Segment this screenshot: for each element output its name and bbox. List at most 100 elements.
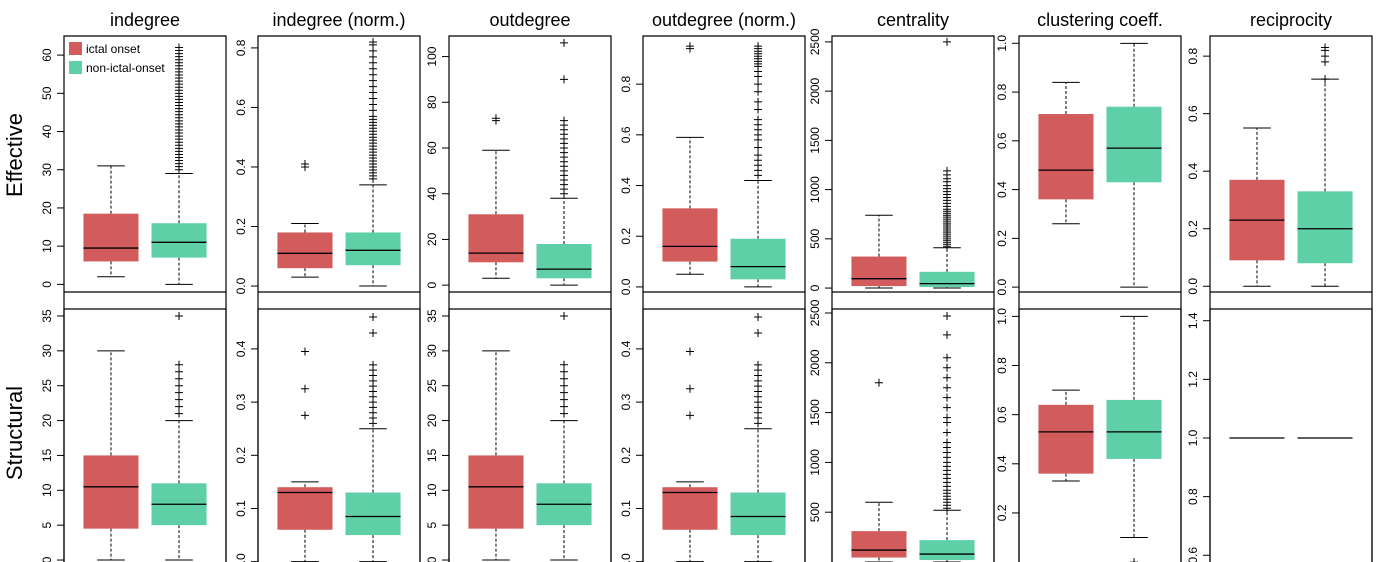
row-label-effective: Effective	[2, 113, 27, 197]
y-tick-label: 40	[40, 125, 54, 139]
outlier	[1321, 43, 1330, 52]
outlier	[754, 360, 763, 369]
outlier	[175, 409, 184, 418]
panel-6: reciprocity 0.0 0.2 0.4 0.6 0.8	[1186, 10, 1373, 562]
outlier	[560, 402, 569, 411]
box	[919, 540, 975, 561]
box	[277, 487, 333, 530]
panel-plot	[851, 37, 975, 289]
panel-title: centrality	[877, 10, 949, 30]
y-tick-label: 1.0	[995, 35, 1009, 52]
panel-4: centrality 0 500 1000 1500 2000 2500	[808, 10, 995, 562]
panel-frame	[1018, 35, 1182, 562]
outlier	[175, 395, 184, 404]
outlier	[754, 143, 763, 152]
y-tick-label: 25	[40, 379, 54, 393]
y-tick-label: 0.4	[234, 340, 248, 357]
y-tick-label: 0.6	[619, 126, 633, 143]
panel-frame	[642, 35, 806, 562]
outlier	[560, 38, 569, 47]
panel-13: 0.6 0.8 1.0 1.2 1.4	[1186, 308, 1373, 562]
outlier	[560, 311, 569, 320]
outlier	[943, 383, 952, 392]
panel-frame	[448, 308, 612, 562]
y-tick-label: 20	[425, 232, 439, 246]
y-tick-label: 0.6	[234, 99, 248, 116]
legend-swatch	[69, 61, 82, 74]
panel-plot	[83, 43, 207, 285]
y-tick-label: 15	[40, 448, 54, 462]
panel-frame	[831, 308, 995, 562]
y-tick-label: 0.4	[995, 181, 1009, 198]
box	[468, 214, 524, 263]
panel-12: 0.2 0.4 0.6 0.8 1.0	[995, 308, 1182, 562]
box	[662, 487, 718, 530]
legend-label: ictal onset	[86, 42, 141, 56]
y-tick-label: 0.1	[234, 500, 248, 517]
outlier	[175, 381, 184, 390]
y-tick-label: 0.6	[995, 406, 1009, 423]
outlier	[943, 373, 952, 382]
outlier	[175, 388, 184, 397]
outlier	[754, 328, 763, 337]
panel-title: clustering coeff.	[1037, 10, 1163, 30]
y-tick-label: 0.4	[234, 158, 248, 175]
y-tick-label: 35	[425, 309, 439, 323]
y-tick-label: 0.3	[234, 393, 248, 410]
panel-frame	[642, 308, 806, 562]
y-tick-label: 2000	[808, 77, 822, 104]
y-tick-label: 0	[40, 556, 54, 562]
y-tick-label: 0.0	[234, 277, 248, 294]
y-tick-label: 0.2	[619, 447, 633, 464]
outlier	[943, 353, 952, 362]
outlier	[754, 87, 763, 96]
y-tick-label: 0.3	[619, 393, 633, 410]
y-tick-label: 0.0	[619, 553, 633, 562]
panel-frame	[831, 35, 995, 562]
y-tick-label: 0	[808, 284, 822, 291]
box	[919, 271, 975, 288]
box	[277, 232, 333, 269]
panel-plot	[1229, 43, 1353, 287]
outlier	[943, 330, 952, 339]
panel-frame	[1209, 308, 1373, 562]
panel-title: outdegree	[489, 10, 570, 30]
y-tick-label: 0.4	[1186, 163, 1200, 180]
panel-3: outdegree (norm.) 0.0 0.2 0.4 0.6 0.8	[619, 10, 806, 562]
outlier	[874, 378, 883, 387]
outlier	[754, 312, 763, 321]
box	[662, 208, 718, 262]
y-tick-label: 0.8	[1186, 47, 1200, 64]
y-tick-label: 0	[425, 281, 439, 288]
y-tick-label: 0.2	[619, 228, 633, 245]
outlier	[560, 409, 569, 418]
panel-frame	[63, 35, 227, 562]
y-tick-label: 0.6	[1186, 105, 1200, 122]
y-tick-label: 0.2	[234, 218, 248, 235]
y-tick-label: 0.2	[995, 230, 1009, 247]
y-tick-label: 0.6	[1186, 547, 1200, 562]
box	[536, 244, 592, 279]
box	[851, 531, 907, 558]
box	[1106, 106, 1162, 183]
y-tick-label: 35	[40, 309, 54, 323]
y-tick-label: 0.2	[1186, 220, 1200, 237]
box	[345, 492, 401, 536]
outlier	[754, 151, 763, 160]
panel-title: indegree (norm.)	[272, 10, 405, 30]
box	[83, 213, 139, 262]
panel-9: 0 5 10 15 20 25 30 35	[425, 308, 612, 562]
box	[730, 238, 786, 280]
outlier	[369, 328, 378, 337]
y-tick-label: 0.8	[995, 357, 1009, 374]
panel-title: reciprocity	[1250, 10, 1332, 30]
box	[151, 223, 207, 258]
outlier	[754, 105, 763, 114]
box	[851, 256, 907, 287]
box	[1297, 191, 1353, 264]
y-tick-label: 10	[40, 239, 54, 253]
y-tick-label: 2500	[808, 299, 822, 326]
panel-plot	[83, 311, 207, 561]
y-tick-label: 0.0	[234, 553, 248, 562]
